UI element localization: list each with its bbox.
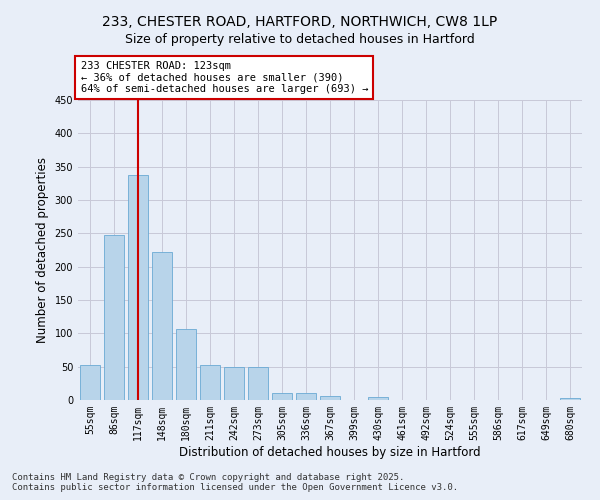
Bar: [200, 364, 220, 400]
Bar: [296, 394, 316, 400]
Bar: [128, 176, 148, 400]
Text: 233, CHESTER ROAD, HARTFORD, NORTHWICH, CW8 1LP: 233, CHESTER ROAD, HARTFORD, NORTHWICH, …: [103, 15, 497, 29]
Y-axis label: Number of detached properties: Number of detached properties: [36, 157, 49, 343]
Bar: [560, 398, 580, 400]
Bar: [224, 366, 244, 400]
Text: Size of property relative to detached houses in Hartford: Size of property relative to detached ho…: [125, 32, 475, 46]
Bar: [152, 252, 172, 400]
Bar: [80, 364, 100, 400]
Bar: [368, 398, 388, 400]
Bar: [248, 368, 268, 400]
Bar: [272, 394, 292, 400]
Bar: [320, 396, 340, 400]
Text: 233 CHESTER ROAD: 123sqm
← 36% of detached houses are smaller (390)
64% of semi-: 233 CHESTER ROAD: 123sqm ← 36% of detach…: [80, 61, 368, 94]
Bar: [176, 330, 196, 400]
X-axis label: Distribution of detached houses by size in Hartford: Distribution of detached houses by size …: [179, 446, 481, 458]
Text: Contains HM Land Registry data © Crown copyright and database right 2025.
Contai: Contains HM Land Registry data © Crown c…: [12, 473, 458, 492]
Bar: [104, 236, 124, 400]
